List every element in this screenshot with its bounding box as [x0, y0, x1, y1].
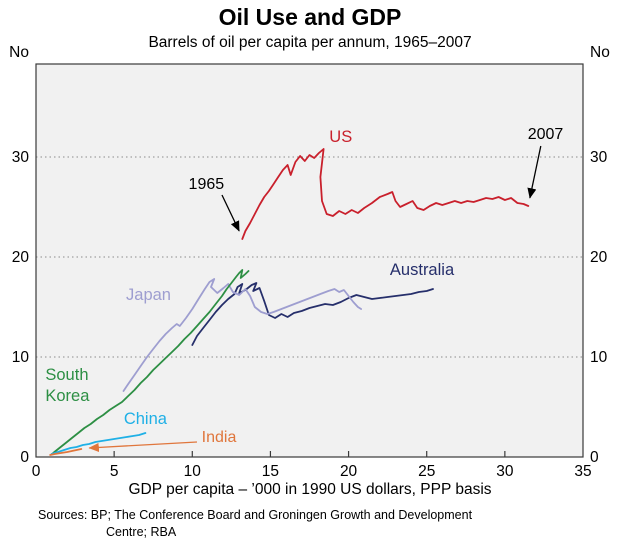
series-label-australia: Australia [390, 261, 455, 279]
chart-subtitle: Barrels of oil per capita per annum, 196… [148, 34, 472, 51]
series-line-us [241, 148, 530, 240]
y-tick-label-right-20: 20 [590, 249, 608, 266]
series-label-china: China [124, 410, 168, 428]
series-line-japan [122, 278, 363, 392]
y-tick-label-left-30: 30 [12, 149, 30, 166]
sources-line-1: Sources: BP; The Conference Board and Gr… [38, 508, 473, 522]
x-tick-label-15: 15 [262, 463, 279, 480]
series-line-south-korea [52, 269, 250, 454]
y-tick-label-right-10: 10 [590, 349, 608, 366]
series-label-us: US [329, 128, 352, 146]
annotation-arrow-2007 [527, 145, 542, 199]
y-tick-label-left-20: 20 [12, 249, 30, 266]
y-tick-label-right-30: 30 [590, 149, 608, 166]
y-unit-label-right: No [590, 44, 610, 61]
y-tick-label-left-10: 10 [12, 349, 30, 366]
x-tick-label-0: 0 [32, 463, 41, 480]
x-tick-label-20: 20 [340, 463, 358, 480]
x-tick-label-10: 10 [184, 463, 202, 480]
x-tick-label-5: 5 [110, 463, 119, 480]
annotation-label-1965: 1965 [189, 176, 225, 193]
x-axis-label: GDP per capita – ’000 in 1990 US dollars… [128, 481, 492, 498]
x-tick-label-25: 25 [418, 463, 435, 480]
y-tick-label-left-0: 0 [20, 449, 29, 466]
plot-background [36, 64, 583, 457]
annotation-arrow-india [88, 441, 198, 453]
series-line-australia [191, 282, 434, 346]
annotation-arrow-1965 [221, 194, 240, 232]
series-label-japan: Japan [126, 286, 171, 304]
series-line-china [50, 432, 147, 455]
y-unit-label-left: No [9, 44, 29, 61]
x-tick-label-35: 35 [574, 463, 591, 480]
chart-title: Oil Use and GDP [218, 4, 402, 30]
x-tick-label-30: 30 [496, 463, 514, 480]
y-tick-label-right-0: 0 [590, 449, 599, 466]
plot-border [35, 63, 584, 458]
annotation-label-india: India [202, 429, 237, 446]
series-label-south-korea: South Korea [45, 366, 90, 405]
series-line-india [49, 448, 83, 456]
sources-note: Sources: BP; The Conference Board and Gr… [38, 507, 472, 541]
annotation-label-2007: 2007 [528, 126, 564, 143]
sources-line-2: Centre; RBA [106, 524, 177, 539]
